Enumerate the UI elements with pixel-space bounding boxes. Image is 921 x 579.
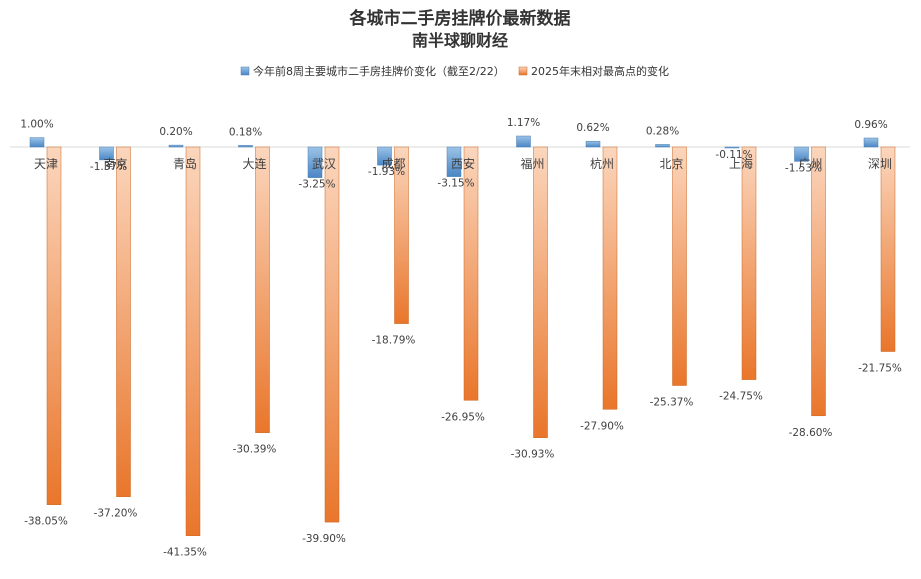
bar-weekly-change-12 — [794, 146, 809, 162]
category-label-8: 福州 — [520, 156, 544, 171]
data-label-weekly-change-11: -0.11% — [715, 149, 752, 161]
bar-from-peak-9 — [602, 146, 618, 410]
data-label-weekly-change-6: -1.93% — [368, 166, 405, 178]
data-label-from-peak-9: -27.90% — [580, 420, 624, 432]
data-label-weekly-change-2: -1.37% — [90, 161, 127, 173]
data-label-from-peak-10: -25.37% — [650, 397, 694, 409]
bar-from-peak-2 — [116, 146, 131, 497]
data-label-weekly-change-13: 0.96% — [854, 119, 887, 131]
bar-weekly-change-3 — [168, 144, 184, 148]
category-label-3: 青岛 — [173, 156, 197, 171]
data-label-weekly-change-12: -1.53% — [785, 162, 822, 174]
data-label-from-peak-6: -18.79% — [372, 335, 416, 347]
category-label-4: 大连 — [242, 156, 266, 171]
bars-group — [29, 135, 896, 536]
data-label-from-peak-13: -21.75% — [858, 363, 902, 375]
bar-weekly-change-11 — [724, 146, 740, 149]
bar-weekly-change-6 — [377, 146, 392, 166]
bar-weekly-change-2 — [99, 146, 114, 161]
bar-from-peak-10 — [672, 146, 687, 386]
bar-weekly-change-4 — [238, 145, 253, 148]
category-label-12: 广州 — [798, 157, 822, 171]
bar-from-peak-3 — [185, 146, 201, 536]
data-label-weekly-change-1: 1.00% — [20, 119, 53, 131]
bar-from-peak-1 — [46, 146, 62, 505]
category-label-11: 上海 — [729, 156, 753, 171]
bar-weekly-change-13 — [863, 137, 879, 148]
category-label-2: 南京 — [103, 156, 127, 171]
data-label-weekly-change-5: -3.25% — [298, 179, 335, 191]
chart-title: 各城市二手房挂牌价最新数据 — [349, 8, 571, 29]
bar-weekly-change-10 — [655, 144, 670, 148]
category-label-6: 成都 — [381, 157, 405, 171]
bar-from-peak-11 — [741, 146, 757, 380]
legend-swatch-series-1 — [240, 66, 250, 76]
bar-from-peak-5 — [324, 146, 340, 523]
data-label-from-peak-12: -28.60% — [789, 427, 833, 439]
bar-weekly-change-5 — [307, 146, 323, 178]
category-label-7: 西安 — [451, 156, 475, 171]
category-label-10: 北京 — [659, 157, 683, 171]
data-label-weekly-change-9: 0.62% — [576, 122, 609, 134]
bar-weekly-change-7 — [446, 146, 462, 177]
data-label-from-peak-11: -24.75% — [719, 391, 763, 403]
data-label-from-peak-4: -30.39% — [233, 444, 277, 456]
bar-from-peak-8 — [533, 146, 548, 438]
bar-from-peak-6 — [394, 146, 409, 324]
legend-swatch-series-2 — [518, 66, 528, 76]
bar-from-peak-13 — [880, 146, 896, 352]
data-label-weekly-change-8: 1.17% — [507, 117, 540, 129]
data-label-from-peak-2: -37.20% — [94, 508, 138, 520]
bar-weekly-change-9 — [585, 140, 601, 148]
data-label-from-peak-5: -39.90% — [302, 533, 346, 545]
chart-subtitle: 南半球聊财经 — [412, 31, 508, 50]
data-label-from-peak-7: -26.95% — [441, 411, 485, 423]
category-label-5: 武汉 — [312, 157, 336, 171]
bar-weekly-change-1 — [29, 137, 45, 148]
bar-from-peak-4 — [255, 146, 270, 433]
data-label-weekly-change-4: 0.18% — [229, 126, 262, 138]
bar-from-peak-12 — [811, 146, 826, 417]
legend: 今年前8周主要城市二手房挂牌价变化（截至2/22） 2025年末相对最高点的变化 — [240, 64, 669, 78]
category-label-1: 天津 — [34, 157, 58, 171]
category-label-13: 深圳 — [868, 157, 892, 171]
data-label-from-peak-8: -30.93% — [511, 449, 555, 461]
legend-label-series-1: 今年前8周主要城市二手房挂牌价变化（截至2/22） — [253, 64, 505, 78]
data-label-from-peak-1: -38.05% — [24, 516, 68, 528]
labels-group: 1.00% -38.05% 天津 -1.37% -37.20% 南京 0.20% -41.35… — [20, 117, 902, 559]
bar-from-peak-7 — [463, 146, 479, 401]
data-label-weekly-change-7: -3.15% — [437, 178, 474, 190]
data-label-from-peak-3: -41.35% — [163, 547, 207, 559]
category-label-9: 杭州 — [590, 156, 614, 171]
data-label-weekly-change-10: 0.28% — [646, 125, 679, 137]
bar-weekly-change-8 — [516, 135, 531, 148]
data-label-weekly-change-3: 0.20% — [159, 126, 192, 138]
legend-label-series-2: 2025年末相对最高点的变化 — [531, 64, 669, 78]
